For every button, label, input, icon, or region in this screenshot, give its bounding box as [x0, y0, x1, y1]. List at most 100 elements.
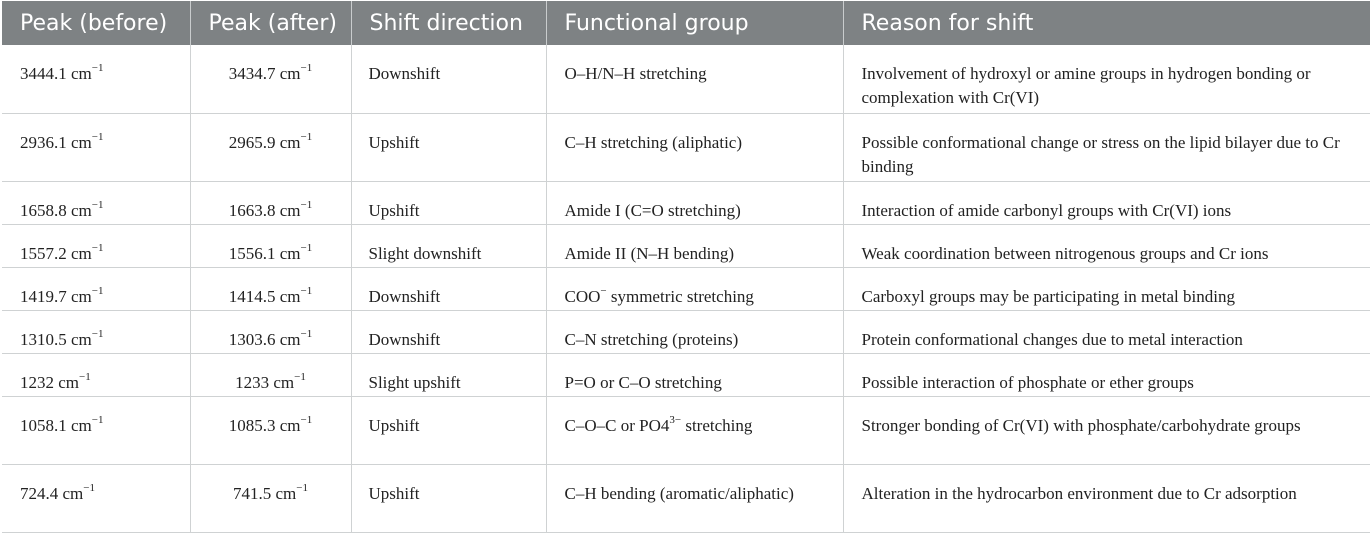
cell-peak-after: 1085.3 cm−1: [190, 396, 352, 465]
cell-functional-group: C–O–C or PO43− stretching: [546, 396, 844, 465]
peak-unit: cm: [66, 200, 92, 220]
cell-shift-direction: Upshift: [351, 181, 547, 225]
unit-exponent: −1: [91, 241, 104, 254]
cell-reason: Protein conformational changes due to me…: [843, 310, 1370, 354]
peak-value: 1556.1: [228, 243, 276, 263]
table-row: 1658.8 cm−1 1663.8 cm−1 Upshift Amide I (C=…: [2, 181, 1370, 225]
cell-reason: Stronger bonding of Cr(VI) with phosphat…: [843, 396, 1370, 465]
peak-unit: cm: [66, 64, 92, 83]
cell-peak-before: 1310.5 cm−1: [2, 310, 191, 354]
cell-peak-before: 1419.7 cm−1: [2, 267, 191, 311]
peak-value: 3444.1: [20, 64, 67, 83]
cell-shift-direction: Slight upshift: [351, 353, 547, 397]
cell-peak-after: 1556.1 cm−1: [190, 224, 352, 268]
cell-functional-group: C–N stretching (proteins): [546, 310, 844, 354]
unit-exponent: −1: [91, 413, 104, 426]
peak-value: 1058.1: [20, 415, 67, 435]
cell-reason: Carboxyl groups may be participating in …: [843, 267, 1370, 311]
cell-peak-after: 1663.8 cm−1: [190, 181, 352, 225]
unit-exponent: −1: [91, 327, 104, 340]
unit-exponent: −1: [79, 370, 91, 383]
peak-value: 1663.8: [228, 200, 276, 220]
cell-reason: Possible conformational change or stress…: [843, 113, 1370, 182]
peak-value: 741.5: [233, 483, 272, 503]
cell-reason: Interaction of amide carbonyl groups wit…: [843, 181, 1370, 225]
group-text: P=O or C–O stretching: [564, 372, 722, 392]
group-text: C–H stretching (aliphatic): [564, 132, 743, 152]
group-text-tail: stretching: [681, 415, 753, 435]
peak-value: 1419.7: [20, 286, 67, 306]
group-text: COO: [564, 286, 601, 306]
unit-exponent: −1: [300, 413, 313, 426]
group-text: C–H bending (aromatic/aliphatic): [564, 483, 794, 503]
group-text: Amide I (C=O stretching): [564, 200, 741, 220]
peak-unit: cm: [66, 286, 92, 306]
cell-functional-group: C–H stretching (aliphatic): [546, 113, 844, 182]
table-row: 2936.1 cm−1 2965.9 cm−1 Upshift C–H stretch…: [2, 113, 1370, 182]
peak-unit: cm: [271, 483, 297, 503]
table-row: 1058.1 cm−1 1085.3 cm−1 Upshift C–O–C or PO…: [2, 396, 1370, 465]
peak-value: 2936.1: [20, 132, 67, 152]
cell-shift-direction: Slight downshift: [351, 224, 547, 268]
peak-unit: cm: [66, 132, 92, 152]
header-peak-before: Peak (before): [2, 1, 191, 45]
cell-peak-after: 2965.9 cm−1: [190, 113, 352, 182]
cell-functional-group: Amide II (N–H bending): [546, 224, 844, 268]
group-text: O–H/N–H stretching: [564, 64, 707, 83]
cell-reason: Possible interaction of phosphate or eth…: [843, 353, 1370, 397]
unit-exponent: −1: [294, 370, 306, 383]
header-shift-direction: Shift direction: [351, 1, 547, 45]
peak-value: 1414.5: [228, 286, 276, 306]
cell-shift-direction: Downshift: [351, 45, 547, 114]
cell-functional-group: P=O or C–O stretching: [546, 353, 844, 397]
table-row: 1419.7 cm−1 1414.5 cm−1 Downshift COO− symm…: [2, 267, 1370, 311]
cell-peak-after: 1303.6 cm−1: [190, 310, 352, 354]
cell-shift-direction: Upshift: [351, 464, 547, 533]
peak-unit: cm: [275, 286, 301, 306]
table-row: 1232 cm−1 1233 cm−1 Slight upshift P=O or C…: [2, 353, 1370, 397]
cell-shift-direction: Downshift: [351, 310, 547, 354]
peak-value: 1557.2: [20, 243, 67, 263]
cell-peak-before: 1658.8 cm−1: [2, 181, 191, 225]
peak-unit: cm: [66, 415, 92, 435]
group-superscript: −: [600, 284, 607, 297]
cell-functional-group: Amide I (C=O stretching): [546, 181, 844, 225]
cell-reason: Alteration in the hydrocarbon environmen…: [843, 464, 1370, 533]
unit-exponent: −1: [91, 62, 104, 75]
unit-exponent: −1: [300, 130, 313, 143]
peak-unit: cm: [66, 243, 92, 263]
cell-peak-before: 1232 cm−1: [2, 353, 191, 397]
cell-peak-before: 2936.1 cm−1: [2, 113, 191, 182]
unit-exponent: −1: [91, 198, 104, 211]
unit-exponent: −1: [300, 62, 313, 75]
peak-unit: cm: [54, 372, 80, 392]
peak-unit: cm: [58, 483, 84, 503]
table-header-row: Peak (before) Peak (after) Shift directi…: [2, 1, 1370, 45]
cell-reason: Weak coordination between nitrogenous gr…: [843, 224, 1370, 268]
header-peak-after: Peak (after): [190, 1, 352, 45]
peak-unit: cm: [269, 372, 295, 392]
peak-value: 1310.5: [20, 329, 67, 349]
group-text: Amide II (N–H bending): [564, 243, 735, 263]
unit-exponent: −1: [91, 130, 104, 143]
unit-exponent: −1: [91, 284, 104, 297]
peak-value: 1085.3: [228, 415, 276, 435]
table-row: 1310.5 cm−1 1303.6 cm−1 Downshift C–N stret…: [2, 310, 1370, 354]
peak-unit: cm: [275, 132, 301, 152]
cell-peak-after: 1414.5 cm−1: [190, 267, 352, 311]
unit-exponent: −1: [300, 327, 313, 340]
peak-unit: cm: [275, 243, 301, 263]
cell-peak-before: 1058.1 cm−1: [2, 396, 191, 465]
cell-functional-group: COO− symmetric stretching: [546, 267, 844, 311]
cell-shift-direction: Upshift: [351, 113, 547, 182]
cell-functional-group: C–H bending (aromatic/aliphatic): [546, 464, 844, 533]
peak-value: 2965.9: [228, 132, 276, 152]
cell-shift-direction: Upshift: [351, 396, 547, 465]
table-row: 724.4 cm−1 741.5 cm−1 Upshift C–H bending (…: [2, 464, 1370, 533]
cell-peak-after: 741.5 cm−1: [190, 464, 352, 533]
unit-exponent: −1: [300, 284, 313, 297]
cell-peak-before: 3444.1 cm−1: [2, 45, 191, 114]
unit-exponent: −1: [83, 481, 95, 494]
cell-functional-group: O–H/N–H stretching: [546, 45, 844, 114]
peak-value: 724.4: [20, 483, 59, 503]
